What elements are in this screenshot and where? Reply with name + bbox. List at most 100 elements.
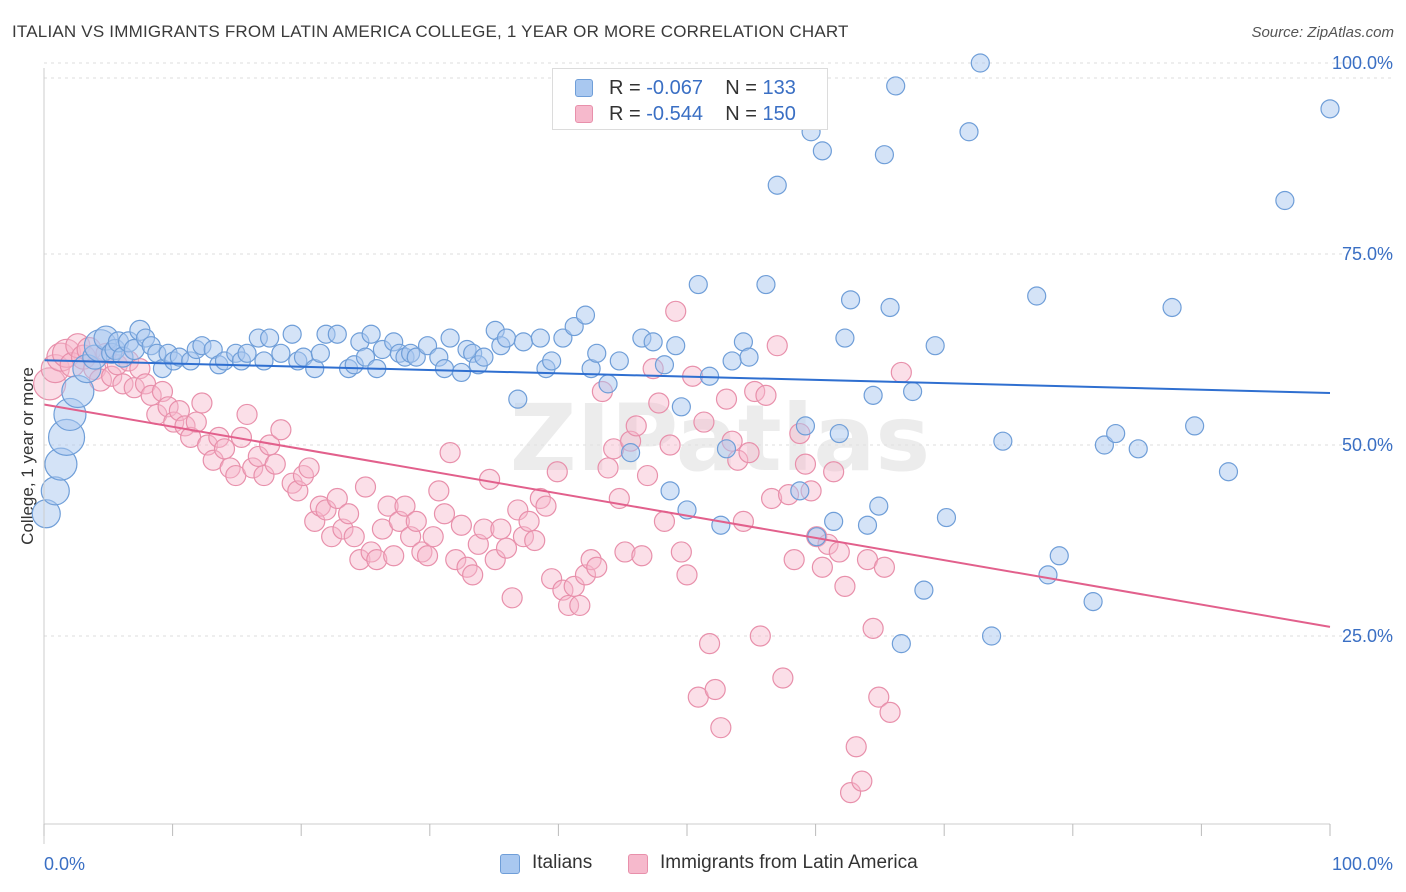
- data-point-latin-america: [416, 545, 439, 567]
- trend-line-latin-america: [43, 403, 1331, 628]
- data-point-latin-america: [349, 548, 371, 571]
- data-point-latin-america: [811, 556, 833, 578]
- y-tick-label: 100.0%: [1332, 53, 1393, 73]
- data-point-latin-america: [670, 541, 692, 563]
- data-point-italians: [688, 274, 708, 295]
- data-point-italians: [1038, 565, 1058, 585]
- data-point-latin-america: [839, 782, 862, 804]
- bottom-legend-label: Italians: [532, 852, 593, 873]
- watermark: ZIPatlas: [510, 385, 930, 492]
- data-point-latin-america: [354, 476, 377, 498]
- data-point-latin-america: [704, 678, 726, 701]
- axes: 25.0% 50.0% 75.0% 100.0% 0.0% 100.0%: [43, 53, 1393, 874]
- data-point-latin-america: [845, 736, 867, 758]
- data-point-latin-america: [676, 564, 698, 586]
- data-point-latin-america: [873, 556, 896, 578]
- data-point-latin-america: [101, 365, 123, 387]
- data-point-latin-america: [738, 442, 760, 464]
- data-point-italians: [355, 347, 376, 367]
- data-point-latin-america: [597, 457, 619, 479]
- data-point-italians: [660, 481, 680, 501]
- data-point-latin-america: [405, 510, 427, 533]
- data-point-latin-america: [411, 541, 433, 563]
- gridlines: [44, 62, 1395, 637]
- trend-lines: [43, 359, 1331, 628]
- legend-n-value: 150: [762, 103, 796, 125]
- data-point-latin-america: [422, 526, 444, 548]
- data-point-latin-america: [377, 495, 399, 517]
- data-point-italians: [282, 324, 302, 344]
- data-point-latin-america: [518, 510, 540, 533]
- data-point-latin-america: [507, 499, 529, 521]
- data-point-italians: [271, 343, 291, 363]
- data-point-latin-america: [473, 518, 495, 540]
- data-point-latin-america: [761, 487, 783, 510]
- chart-title: ITALIAN VS IMMIGRANTS FROM LATIN AMERICA…: [12, 22, 849, 41]
- data-point-italians: [824, 511, 844, 532]
- data-point-latin-america: [834, 575, 856, 597]
- data-point-italians: [925, 336, 945, 356]
- data-point-italians: [1083, 592, 1103, 612]
- trend-line-italians: [43, 359, 1331, 395]
- data-point-latin-america: [112, 373, 134, 395]
- data-point-latin-america: [783, 548, 805, 571]
- bottom-legend-label: Immigrants from Latin America: [660, 852, 918, 873]
- data-point-latin-america: [693, 411, 715, 433]
- data-point-italians: [739, 347, 759, 367]
- data-point-latin-america: [484, 548, 506, 571]
- data-point-italians: [361, 324, 381, 344]
- data-point-italians: [863, 385, 883, 405]
- data-point-italians: [886, 76, 906, 96]
- data-point-italians: [1094, 435, 1114, 455]
- data-point-latin-america: [715, 388, 738, 410]
- data-point-italians: [874, 145, 895, 165]
- data-point-latin-america: [535, 495, 557, 517]
- legend-r-label: R =: [609, 103, 641, 125]
- data-point-latin-america: [428, 480, 450, 502]
- data-point-italians: [440, 328, 460, 348]
- y-tick-label: 25.0%: [1342, 626, 1393, 646]
- data-point-italians: [795, 416, 816, 436]
- data-point-latin-america: [890, 361, 912, 384]
- data-point-italians: [959, 122, 979, 142]
- data-point-italians: [840, 290, 861, 310]
- legend-r-value: -0.067: [646, 77, 703, 99]
- y-tick-label: 75.0%: [1342, 244, 1393, 264]
- data-point-italians: [1128, 439, 1148, 459]
- data-point-latin-america: [614, 541, 636, 563]
- data-point-latin-america: [524, 529, 546, 552]
- data-point-italians: [417, 336, 438, 356]
- data-point-italians: [508, 389, 528, 409]
- data-point-latin-america: [636, 464, 659, 487]
- data-point-italians: [756, 274, 776, 295]
- data-point-italians: [767, 175, 787, 195]
- data-point-latin-america: [191, 392, 213, 414]
- data-point-latin-america: [439, 442, 461, 464]
- data-point-italians: [1027, 286, 1047, 306]
- data-point-latin-america: [868, 686, 890, 708]
- data-point-latin-america: [298, 457, 320, 479]
- data-point-latin-america: [794, 453, 817, 475]
- data-point-latin-america: [462, 564, 484, 586]
- data-point-italians: [1162, 297, 1182, 318]
- data-point-latin-america: [828, 541, 850, 563]
- data-point-italians: [587, 343, 607, 363]
- source-credit: Source: ZipAtlas.com: [1251, 24, 1394, 41]
- data-point-italians: [722, 351, 742, 371]
- legend-r-label: R =: [609, 77, 641, 99]
- data-point-italians: [829, 423, 849, 444]
- legend-n-value: 133: [762, 77, 796, 99]
- data-point-italians: [1106, 423, 1126, 444]
- data-point-latin-america: [879, 701, 901, 724]
- data-point-italians: [891, 634, 911, 654]
- data-point-italians: [1320, 99, 1340, 119]
- data-point-italians: [564, 316, 584, 337]
- x-tick-label: 100.0%: [1332, 854, 1393, 874]
- data-point-italians: [1049, 546, 1069, 566]
- data-point-latin-america: [383, 545, 405, 567]
- legend-swatch-blue: [575, 79, 593, 97]
- bottom-legend-swatch-blue: [500, 854, 520, 874]
- data-point-latin-america: [772, 667, 794, 689]
- data-point-latin-america: [625, 415, 647, 437]
